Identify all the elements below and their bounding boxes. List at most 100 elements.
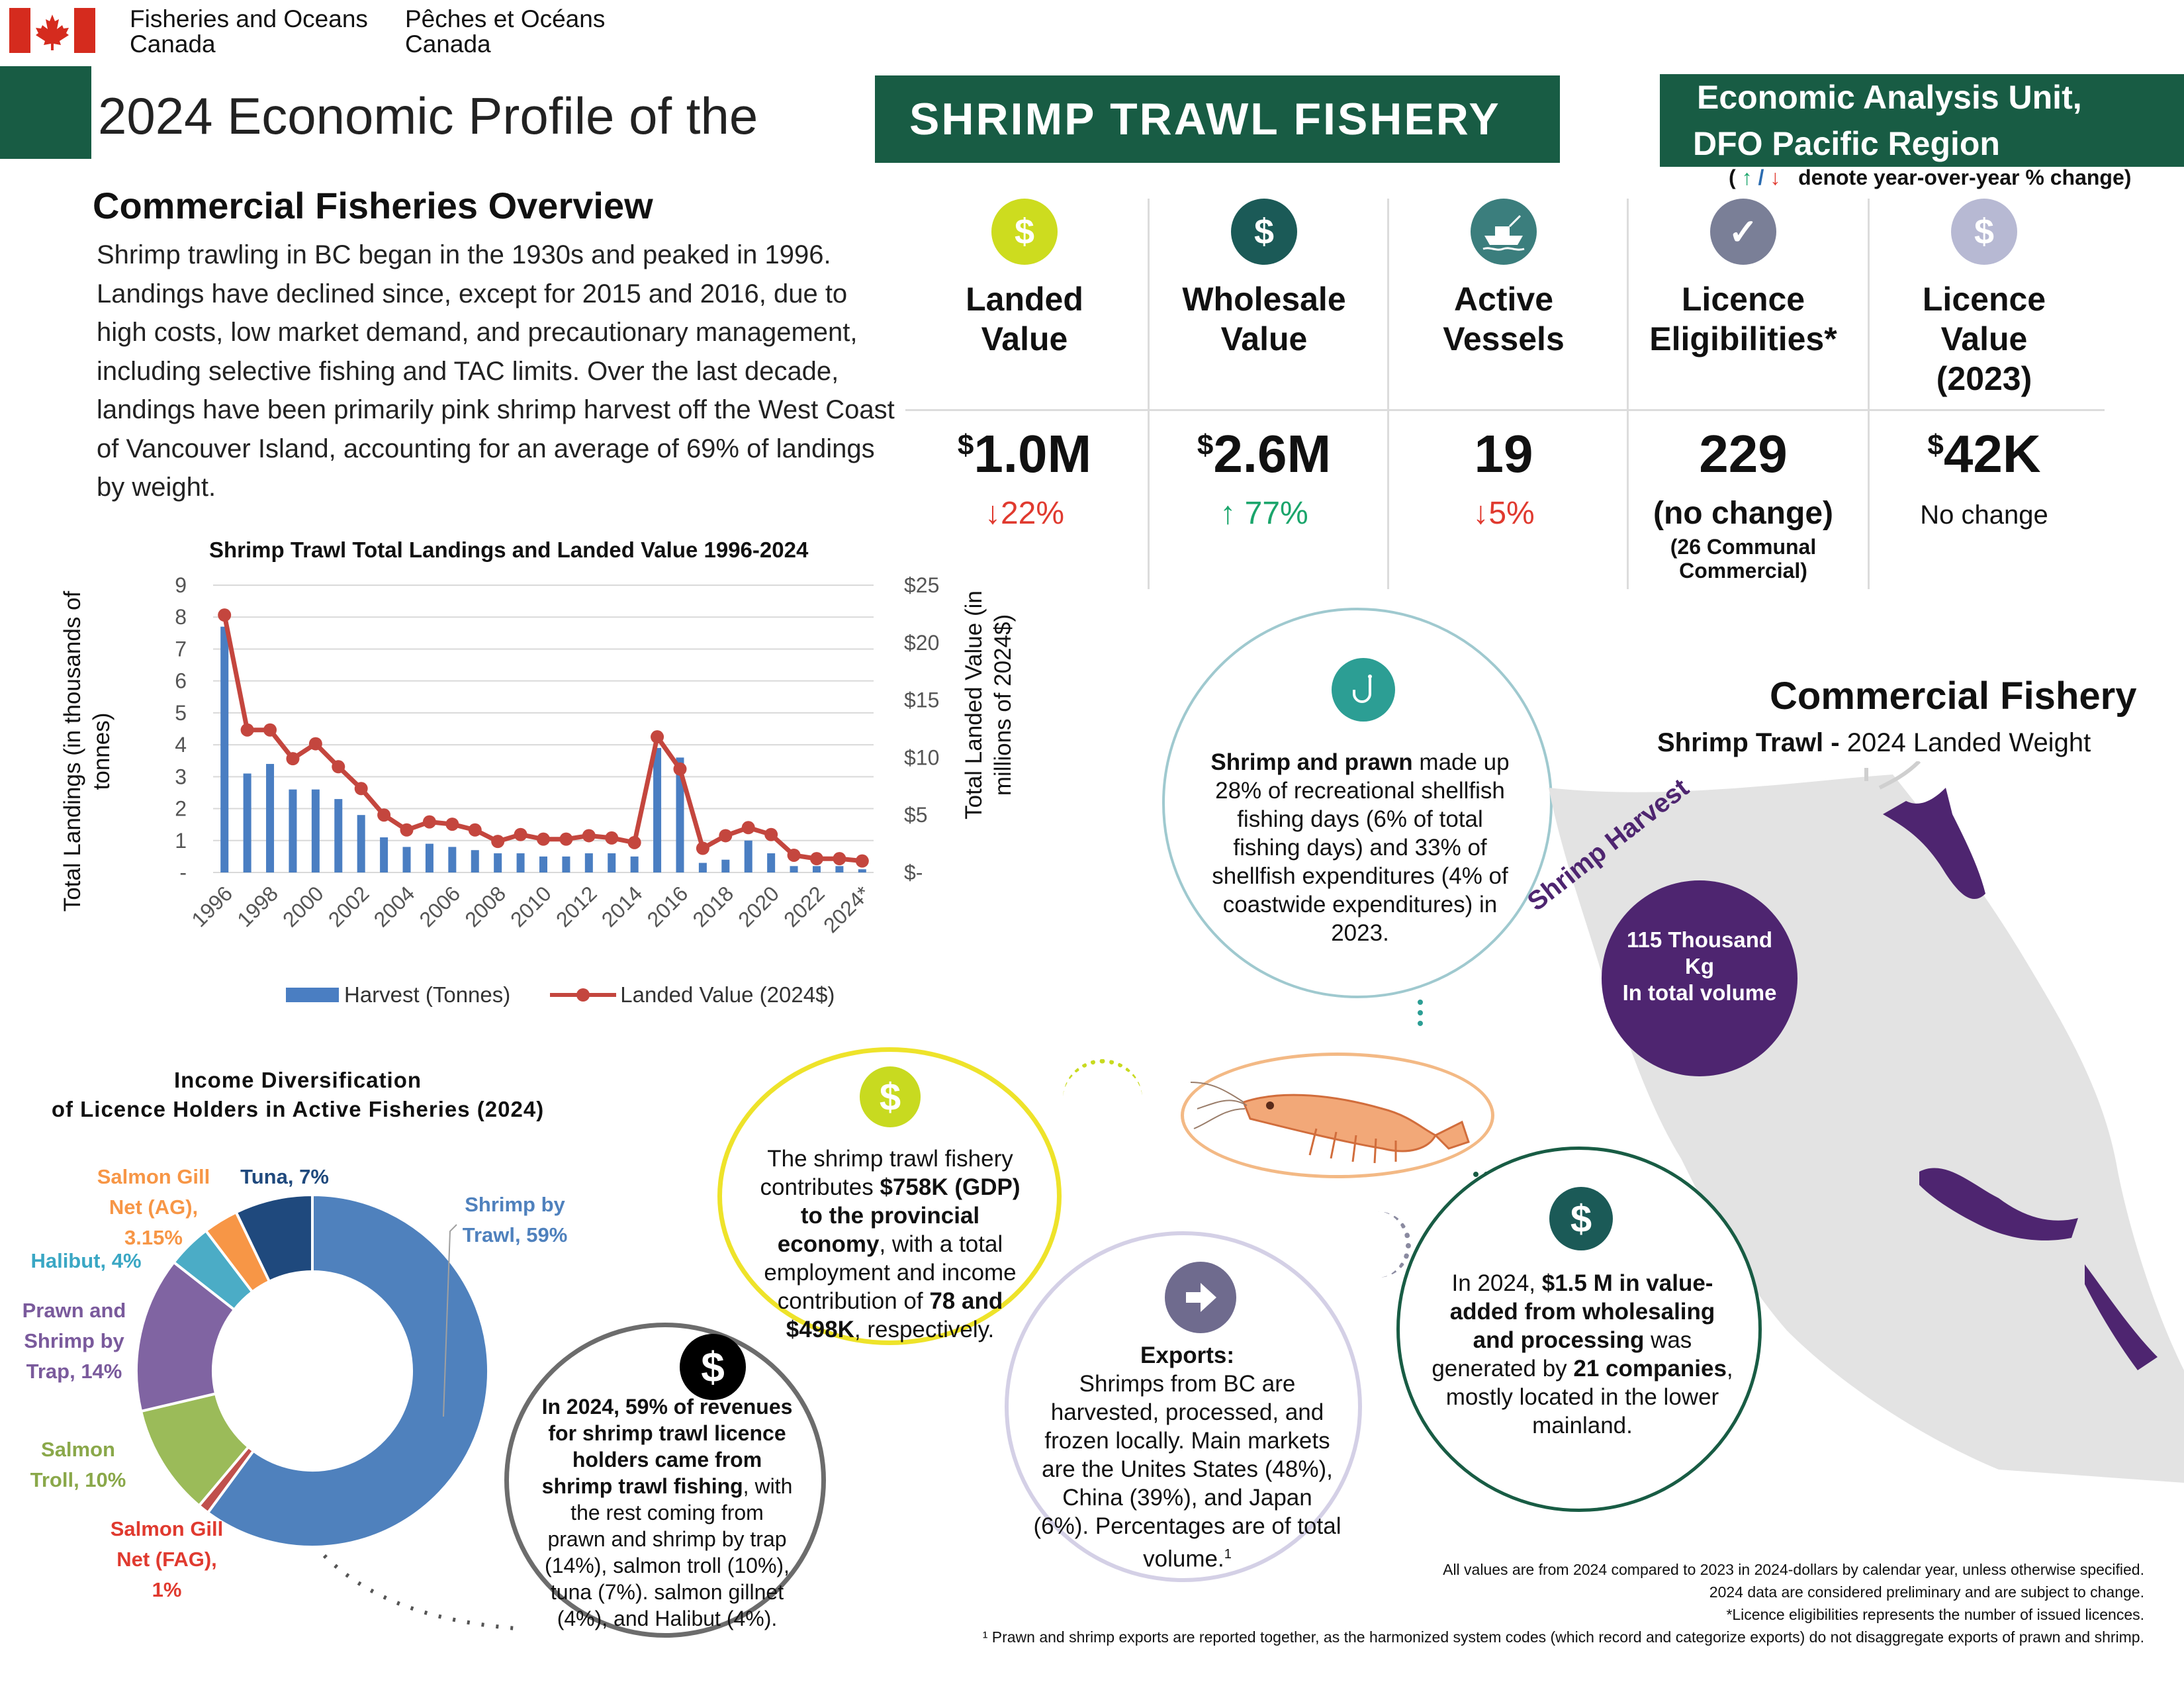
kpi-label: Licence Value (2023)	[1922, 281, 2046, 397]
landed-value-point	[537, 832, 550, 846]
header-left-bar	[0, 66, 91, 159]
value-added-dollar-icon: $	[1549, 1187, 1613, 1250]
harvest-bar	[767, 853, 776, 872]
y-tick-label: 6	[175, 669, 187, 693]
harvest-bar	[676, 757, 684, 872]
harvest-bar	[744, 840, 752, 872]
y-tick-label: 8	[175, 605, 187, 629]
exports-text: Exports: Shrimps from BC are harvested, …	[1032, 1341, 1342, 1573]
landed-value-point	[605, 831, 619, 845]
income-chart-title: Income Diversification of Licence Holder…	[51, 1068, 545, 1121]
donut-slice-label-line: Shrimp by	[465, 1193, 565, 1216]
x-tick-label: 2002	[324, 881, 374, 931]
donut-slice-label-line: Troll, 10%	[30, 1468, 126, 1491]
donut-slice-label: Salmon Gill Net (FAG), 1%	[111, 1517, 224, 1601]
connector-dots	[1418, 1000, 1428, 1026]
kpi-separator	[1868, 199, 1870, 589]
harvest-bar	[516, 853, 525, 872]
map-subtitle-bold: Shrimp Trawl -	[1657, 728, 1847, 757]
x-tick-label: 2024*	[819, 881, 875, 937]
recreational-body: made up 28% of recreational shellfish fi…	[1212, 749, 1510, 946]
value-added-circle: $ In 2024, $1.5 M in value-added from wh…	[1396, 1147, 1762, 1512]
y2-tick-label: $10	[904, 745, 939, 769]
kpi-value: $1.0M	[905, 424, 1144, 485]
kpi-column: $ Wholesale Value	[1145, 199, 1383, 359]
revenue-circle: $ In 2024, 59% of revenues for shrimp tr…	[504, 1323, 826, 1638]
arrow-right-icon	[1165, 1262, 1236, 1333]
x-tick-label: 2020	[733, 881, 784, 931]
landed-value-point	[651, 730, 664, 744]
value-added-text-3: , mostly located in the lower mainland.	[1445, 1356, 1733, 1438]
harvest-bar	[448, 847, 457, 872]
kpi-value-number: 19	[1474, 424, 1533, 483]
x-tick-label: 2004	[369, 881, 420, 931]
map-subtitle-text: 2024 Landed Weight	[1846, 728, 2091, 757]
landed-value-point	[764, 827, 778, 841]
kpi-column: $ Licence Value (2023)	[1865, 199, 2103, 399]
harvest-bar	[835, 866, 844, 872]
donut-slice-label-line: Trawl, 59%	[463, 1223, 568, 1246]
x-tick-label: 1996	[187, 881, 237, 931]
volume-text: 115 Thousand Kg In total volume	[1622, 927, 1777, 1005]
page-title: 2024 Economic Profile of the	[98, 87, 758, 145]
landed-value-point	[468, 823, 482, 837]
donut-slice-label: Prawn and Shrimp by Trap, 14%	[23, 1299, 126, 1383]
x-tick-label: 2008	[460, 881, 510, 931]
donut-slice-label-line: Trap, 14%	[26, 1360, 122, 1383]
kpi-separator	[1627, 199, 1629, 589]
donut-slice-label-line: Salmon	[41, 1438, 115, 1461]
legend-slash: /	[1758, 165, 1764, 189]
landings-legend: Harvest (Tonnes) Landed Value (2024$)	[286, 982, 835, 1008]
landed-value-point	[719, 829, 733, 843]
gdp-text: The shrimp trawl fishery contributes $75…	[751, 1145, 1029, 1344]
donut-slice-label-line: 3.15%	[124, 1226, 183, 1249]
x-tick-label: 2018	[688, 881, 738, 931]
y-tick-label: 1	[175, 829, 187, 853]
unit-line2: DFO Pacific Region	[1693, 125, 2000, 162]
landed-value-point	[673, 762, 687, 776]
leader-line	[443, 1224, 457, 1417]
fishery-title: SHRIMP TRAWL FISHERY	[909, 94, 1501, 144]
fishery-title-banner: SHRIMP TRAWL FISHERY	[875, 75, 1560, 163]
harvest-bar	[220, 626, 229, 872]
exports-body: Shrimps from BC are harvested, processed…	[1033, 1371, 1342, 1572]
kpi-value-number: 229	[1699, 424, 1788, 483]
gdp-text-3: , respectively.	[854, 1317, 995, 1342]
value-added-bold-2: 21 companies	[1573, 1356, 1727, 1382]
y2-tick-label: $-	[904, 861, 923, 884]
landings-chart: -123456789$-$5$10$15$20$2519961998200020…	[175, 573, 939, 937]
kpi-value-prefix: $	[957, 429, 974, 461]
dollar-icon: $	[991, 199, 1058, 265]
kpi-label: Wholesale Value	[1182, 281, 1346, 357]
harvest-bar	[289, 789, 297, 872]
y-tick-label: 2	[175, 797, 187, 821]
overview-text: Shrimp trawling in BC began in the 1930s…	[97, 240, 895, 502]
donut-slice-label-line: Salmon Gill	[111, 1517, 224, 1540]
kpi-value-prefix: $	[1927, 429, 1944, 461]
income-donut-chart: Shrimp by Trawl, 59% Salmon Gill Net (FAG),…	[23, 1165, 568, 1630]
y2-tick-label: $20	[904, 631, 939, 655]
volume-circle: 115 Thousand Kg In total volume	[1602, 880, 1797, 1076]
down-arrow-icon: ↓	[1770, 165, 1781, 189]
harvest-bar	[653, 747, 662, 872]
landed-value-point	[218, 608, 232, 622]
kpi-value-number: 2.6M	[1213, 424, 1332, 483]
kpi-column: ✓ Licence Eligibilities*	[1624, 199, 1862, 359]
harvest-bar	[357, 815, 365, 872]
revenue-body: , with the rest coming from prawn and sh…	[545, 1474, 793, 1630]
landed-value-point	[559, 832, 573, 846]
footnote: All values are from 2024 compared to 202…	[1443, 1561, 2144, 1578]
kpi-label: Landed Value	[966, 281, 1083, 357]
value-added-text: In 2024, $1.5 M in value-added from whol…	[1426, 1269, 1739, 1440]
value-added-bold-1: $1.5 M in value-added from wholesaling a…	[1449, 1270, 1715, 1353]
donut-slice-label: Salmon Troll, 10%	[30, 1438, 126, 1491]
y-tick-label: 7	[175, 637, 187, 661]
donut-slice-label-line: Shrimp by	[24, 1329, 124, 1352]
landed-value-point	[833, 852, 846, 866]
x-tick-label: 1998	[232, 881, 283, 931]
gdp-bold-1: $758K (GDP) to the provincial economy	[777, 1174, 1021, 1257]
kpi-change: ↓5%	[1473, 496, 1535, 531]
revenue-bold: In 2024, 59% of revenues for shrimp traw…	[541, 1395, 793, 1498]
x-tick-label: 2006	[415, 881, 465, 931]
landed-value-point	[377, 808, 391, 822]
